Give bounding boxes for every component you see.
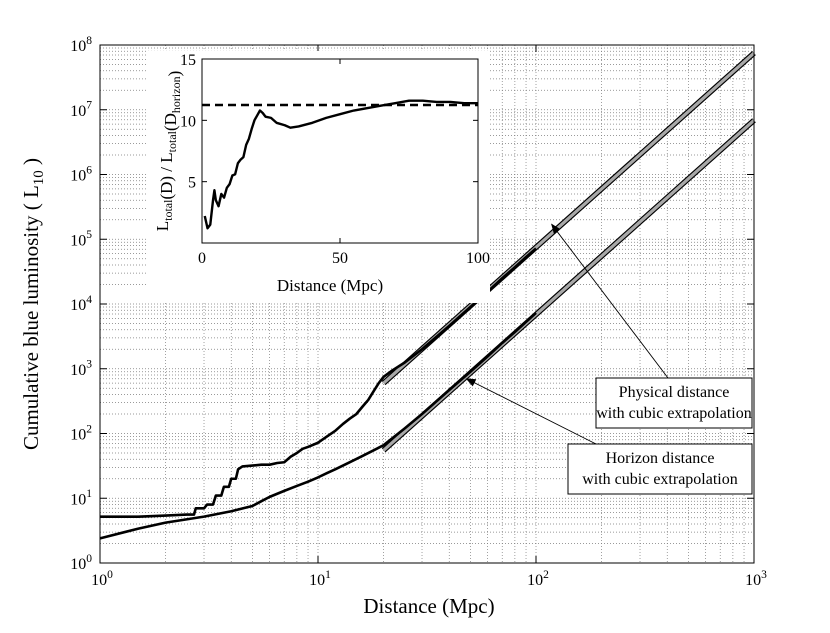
data-line	[99, 311, 537, 540]
annotation-box	[567, 443, 753, 495]
annotation-text: Horizon distance	[606, 450, 715, 467]
x-tick-label: 103	[745, 569, 767, 589]
y-tick-label: 107	[70, 100, 92, 120]
x-tick-label: 102	[527, 569, 549, 589]
y-tick-label: 103	[70, 359, 92, 379]
x-tick-label: 100	[91, 569, 113, 589]
y-tick-label: 106	[70, 164, 92, 184]
extrapolation-line	[382, 119, 756, 452]
data-line	[100, 247, 537, 518]
annotation-arrow	[465, 378, 597, 445]
annotation-text: with cubic extrapolation	[582, 471, 738, 488]
ratio-line	[203, 99, 478, 230]
inset-y-axis-label: Ltotal(D) / Ltotal(Dhorizon)	[153, 71, 184, 232]
inset-chart: 0 50 100 5 10 15 Distance (Mpc) Ltotal(D) / L…	[148, 51, 490, 303]
inset-x-tick-label: 50	[332, 250, 348, 267]
annotation-box	[595, 377, 753, 429]
annotation-text: Physical distance	[619, 384, 730, 401]
y-tick-label: 108	[70, 35, 92, 55]
inset-series	[202, 99, 478, 230]
main-annotations: Physical distance with cubic extrapolatio…	[465, 223, 753, 495]
y-tick-label: 100	[70, 553, 92, 573]
inset-y-tick-label: 15	[180, 52, 196, 69]
main-series	[99, 51, 756, 540]
y-tick-label: 104	[70, 294, 92, 314]
y-tick-label: 105	[70, 229, 92, 249]
inset-background	[148, 51, 490, 303]
inset-y-tick-label: 10	[180, 113, 196, 130]
annotation-text: with cubic extrapolation	[596, 405, 752, 422]
y-tick-label: 102	[70, 423, 92, 443]
main-x-axis-label: Distance (Mpc)	[363, 594, 494, 618]
inset-y-tick-label: 5	[188, 175, 196, 192]
inset-x-tick-label: 0	[198, 250, 206, 267]
inset-x-axis-label: Distance (Mpc)	[277, 276, 383, 295]
inset-x-tick-label: 100	[466, 250, 490, 267]
y-tick-label: 101	[70, 488, 92, 508]
inset-ticks: 0 50 100 5 10 15	[180, 52, 490, 267]
annotation-arrow	[551, 223, 669, 379]
main-y-axis-label: Cumulative blue luminosity ( L10 )	[19, 158, 47, 450]
x-tick-label: 101	[309, 569, 331, 589]
